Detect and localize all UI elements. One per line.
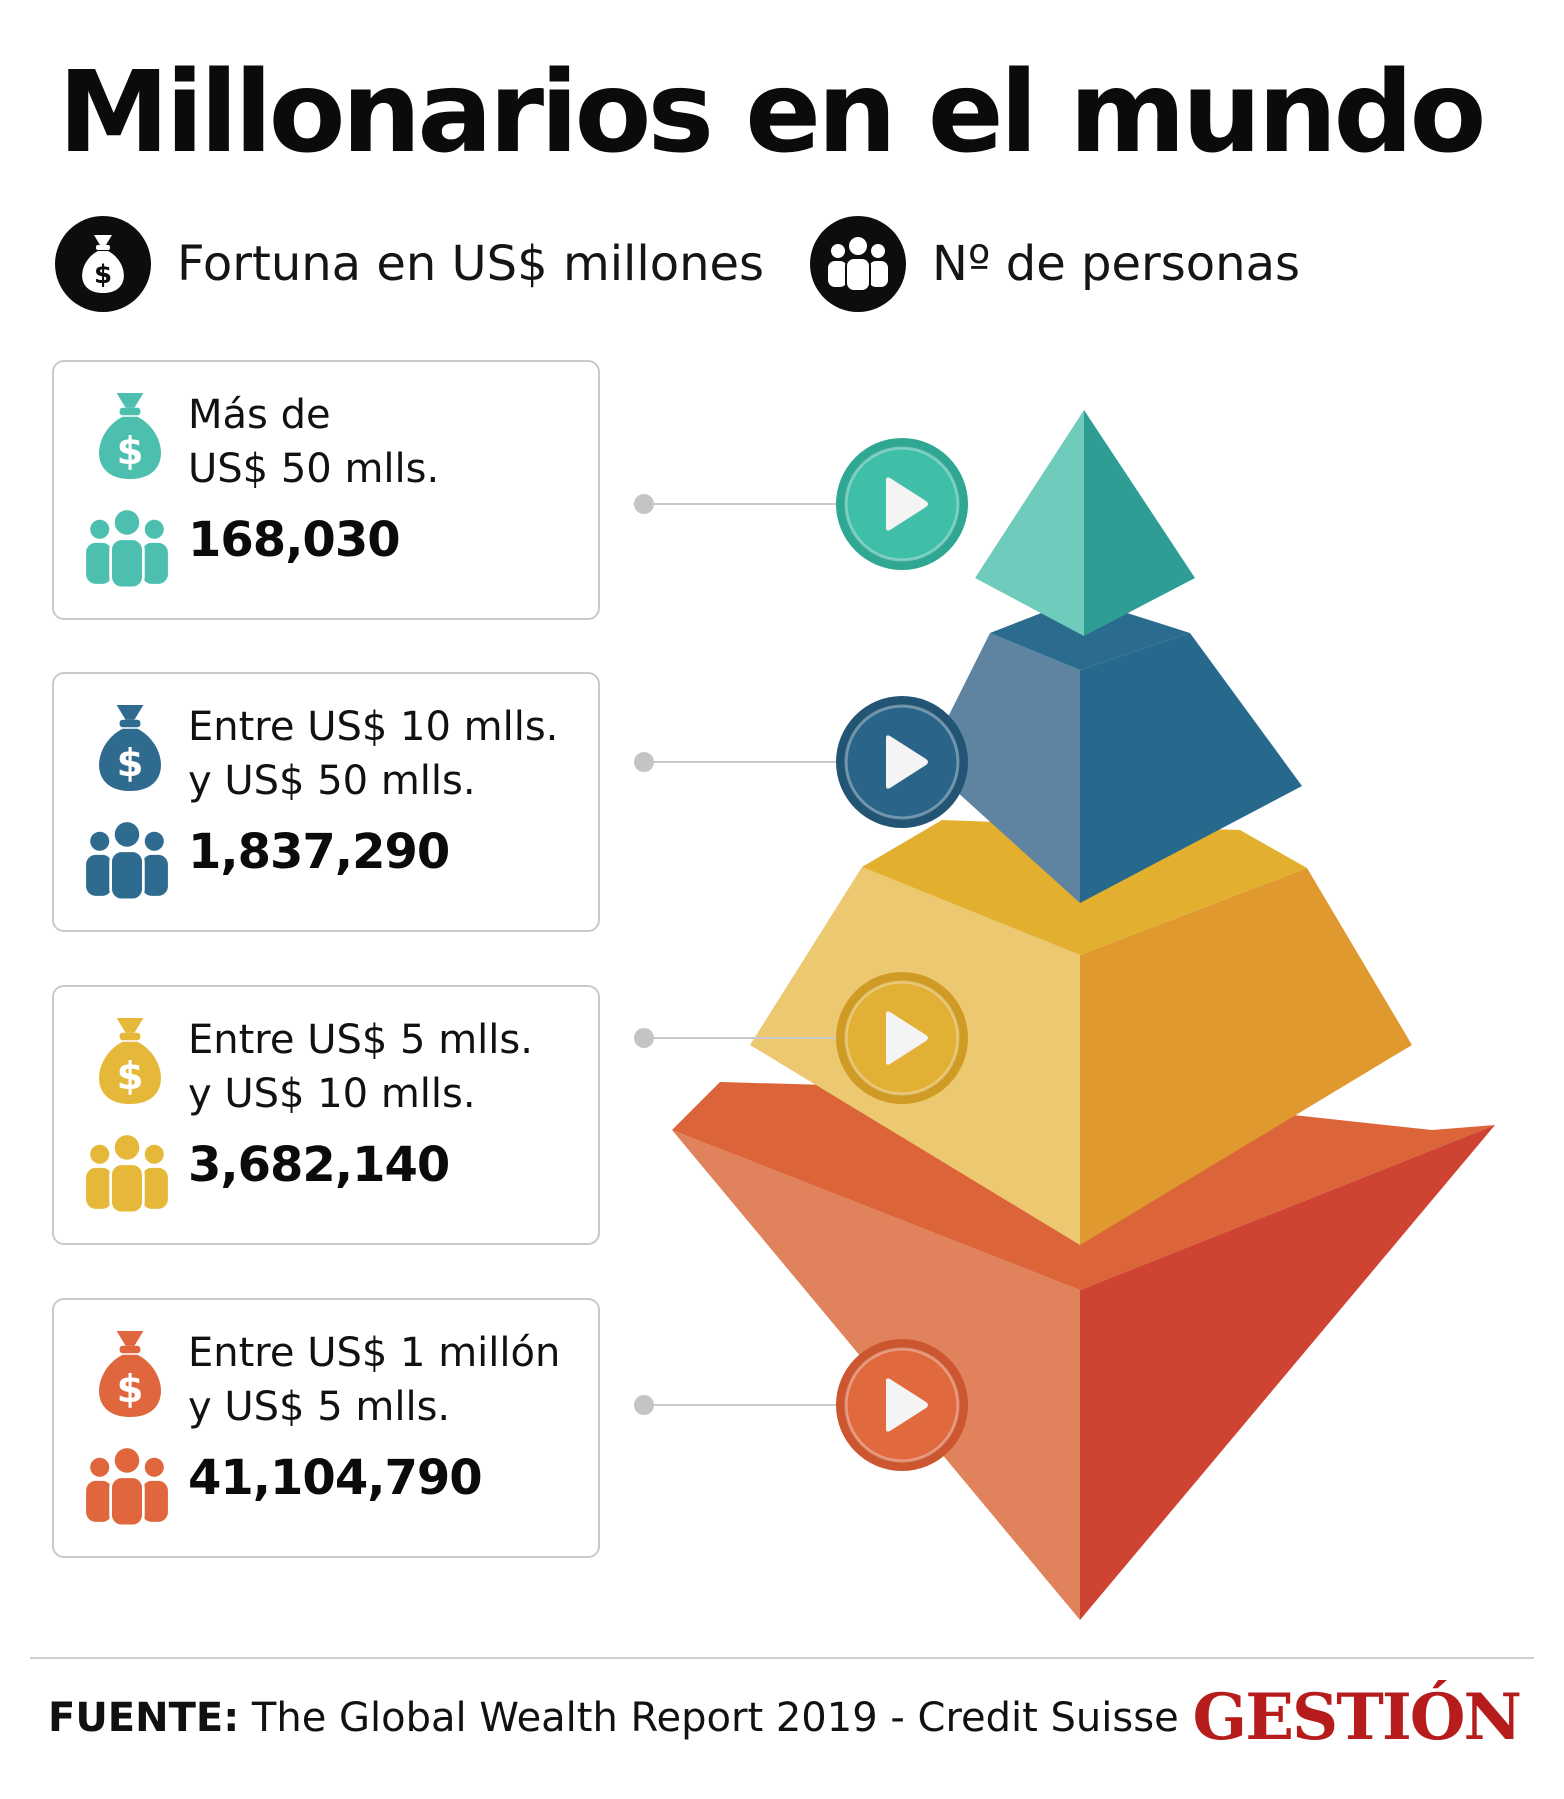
people-group-icon <box>86 822 168 902</box>
people-group-icon <box>86 1448 168 1528</box>
tier-card-2: $ Entre US$ 10 mlls. y US$ 50 mlls. 1,83… <box>52 672 600 932</box>
tier-range-line2: US$ 50 mlls. <box>188 446 440 492</box>
tier-count: 1,837,290 <box>188 824 450 880</box>
tier-connector-dot <box>634 494 654 514</box>
play-triangle-icon <box>886 1011 928 1065</box>
pyramid-tier2-left-face <box>925 633 1080 903</box>
tier-card-4: $ Entre US$ 1 millón y US$ 5 mlls. 41,10… <box>52 1298 600 1558</box>
footer-divider <box>30 1657 1534 1659</box>
tier-range-line2: y US$ 50 mlls. <box>188 758 476 804</box>
tier-count: 41,104,790 <box>188 1450 483 1506</box>
tier-count: 3,682,140 <box>188 1137 450 1193</box>
source-label: FUENTE: <box>48 1695 240 1741</box>
pyramid-tier1-right-face <box>1084 410 1195 636</box>
pyramid-tier1-left-face <box>975 410 1084 636</box>
source-note: FUENTE: The Global Wealth Report 2019 - … <box>48 1695 1179 1741</box>
svg-text:$: $ <box>117 741 144 786</box>
svg-text:$: $ <box>117 1054 144 1099</box>
svg-text:$: $ <box>117 429 144 474</box>
money-bag-icon: $ <box>99 1330 161 1418</box>
page-title: Millonarios en el mundo <box>58 48 1486 178</box>
people-group-icon <box>810 216 906 312</box>
money-bag-icon: $ <box>99 704 161 792</box>
legend-fortune-label: Fortuna en US$ millones <box>177 236 765 292</box>
tier-range: Entre US$ 5 mlls. y US$ 10 mlls. <box>188 1013 533 1121</box>
people-group-icon <box>86 1135 168 1215</box>
tier-connector-dot <box>634 752 654 772</box>
tier-range: Entre US$ 10 mlls. y US$ 50 mlls. <box>188 700 558 808</box>
pyramid-tier2-top-face <box>990 598 1190 670</box>
tier-range-line2: y US$ 5 mlls. <box>188 1384 451 1430</box>
play-triangle-icon <box>886 477 928 531</box>
svg-text:$: $ <box>117 1367 144 1412</box>
money-bag-icon: $ <box>99 392 161 480</box>
pyramid-tier2-right-face <box>1080 633 1302 903</box>
tier-connector-dot <box>634 1028 654 1048</box>
legend-people: Nº de personas <box>810 214 1300 314</box>
play-triangle-icon <box>886 1378 928 1432</box>
money-bag-icon: $ <box>55 216 151 312</box>
tier-card-3: $ Entre US$ 5 mlls. y US$ 10 mlls. 3,682… <box>52 985 600 1245</box>
legend-people-label: Nº de personas <box>932 236 1300 292</box>
tier-range-line1: Entre US$ 1 millón <box>188 1330 561 1376</box>
tier-card-1: $ Más de US$ 50 mlls. 168,030 <box>52 360 600 620</box>
brand-logo: GESTIÓN <box>1192 1680 1522 1755</box>
tier-count: 168,030 <box>188 512 401 568</box>
play-triangle-icon <box>886 735 928 789</box>
pyramid-tier3-right-face <box>1080 868 1412 1245</box>
tier-range-line1: Entre US$ 5 mlls. <box>188 1017 533 1063</box>
legend-fortune: $ Fortuna en US$ millones <box>55 214 764 314</box>
svg-text:$: $ <box>94 260 112 290</box>
tier-range: Entre US$ 1 millón y US$ 5 mlls. <box>188 1326 560 1434</box>
source-text: The Global Wealth Report 2019 - Credit S… <box>239 1695 1179 1741</box>
tier-range: Más de US$ 50 mlls. <box>188 388 439 496</box>
pyramid-chart <box>634 410 1495 1620</box>
people-group-icon <box>86 510 168 590</box>
money-bag-icon: $ <box>99 1017 161 1105</box>
tier-connector-dot <box>634 1395 654 1415</box>
tier-range-line2: y US$ 10 mlls. <box>188 1071 476 1117</box>
tier-range-line1: Entre US$ 10 mlls. <box>188 704 559 750</box>
tier-range-line1: Más de <box>188 392 331 438</box>
